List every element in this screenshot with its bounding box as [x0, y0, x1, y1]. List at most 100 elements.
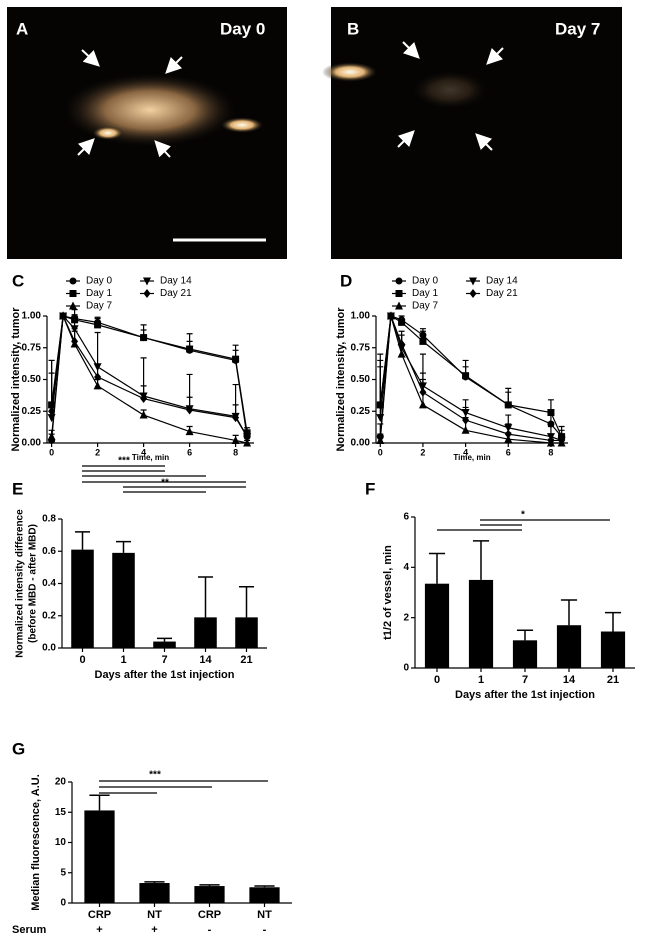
legend-label: Day 1 — [86, 288, 113, 299]
legend-label: Day 1 — [412, 288, 439, 299]
legend-marker — [69, 290, 77, 297]
x-tick-label: CRP — [198, 909, 221, 921]
error-bar — [472, 540, 490, 580]
legend-marker — [69, 301, 77, 310]
bar — [71, 549, 94, 648]
data-point — [186, 405, 194, 415]
x-tick-label: 21 — [607, 674, 619, 686]
legend-label: Day 21 — [160, 288, 192, 299]
legend-label: Day 14 — [160, 276, 192, 287]
panel-label: F — [365, 479, 375, 498]
series-line — [51, 313, 248, 437]
y-tick-label: 20 — [55, 777, 67, 788]
error-bar — [199, 884, 220, 887]
data-point — [186, 345, 194, 353]
y-tick-label: 0 — [403, 663, 409, 674]
series-line — [379, 315, 563, 437]
legend-label: Day 0 — [86, 276, 113, 287]
data-point — [376, 435, 385, 444]
x-tick-label: 14 — [563, 674, 576, 686]
data-point — [71, 336, 79, 346]
error-bar — [156, 637, 173, 642]
bar — [235, 617, 258, 648]
bar — [84, 810, 115, 903]
error-bar — [144, 881, 165, 884]
legend-marker — [69, 277, 77, 285]
x-tick-label: 7 — [522, 674, 528, 686]
y-axis-label: Median fluorescence, A.U. — [30, 774, 42, 911]
series-line — [379, 315, 562, 442]
data-point — [139, 410, 148, 419]
y-tick-label: 5 — [60, 867, 66, 878]
data-point — [48, 406, 56, 416]
significance-label: *** — [149, 770, 161, 781]
legend-label: Day 0 — [412, 276, 439, 287]
y-axis-label: Normalized intensity, tumor — [10, 307, 22, 452]
serum-sign: - — [208, 924, 212, 936]
panel-label: A — [16, 19, 28, 38]
legend-marker — [469, 289, 477, 298]
y-tick-label: 4 — [403, 562, 409, 573]
data-point — [94, 372, 102, 382]
y-tick-label: 0.75 — [351, 342, 371, 353]
y-tick-label: 0.6 — [42, 546, 56, 557]
legend-marker — [395, 277, 403, 285]
data-point — [462, 372, 470, 380]
image-caption: Day 0 — [220, 19, 265, 38]
x-tick-label: 21 — [240, 654, 252, 666]
y-axis-label: Normalized intensity, tumor — [335, 307, 347, 452]
error-bar — [74, 531, 91, 550]
series-line — [379, 315, 563, 438]
serum-sign: + — [96, 924, 102, 936]
image-caption: Day 7 — [555, 19, 600, 38]
bar — [139, 883, 170, 903]
bar — [600, 631, 626, 668]
series-line — [51, 315, 248, 441]
panel-label: D — [340, 271, 352, 290]
y-axis-label: t1/2 of vessel, min — [382, 545, 394, 640]
x-tick-label: 2 — [95, 447, 100, 457]
error-bar — [197, 576, 214, 618]
y-tick-label: 0.75 — [22, 342, 42, 353]
x-tick-label: 1 — [478, 674, 484, 686]
x-tick-label: 4 — [141, 447, 146, 457]
x-tick-label: 0 — [49, 447, 54, 457]
y-tick-label: 10 — [55, 837, 67, 848]
data-point — [504, 434, 513, 443]
error-bar — [115, 540, 132, 553]
x-tick-label: NT — [147, 909, 162, 921]
x-tick-label: 4 — [463, 447, 468, 457]
y-tick-label: 0.00 — [351, 438, 371, 449]
series-line — [51, 315, 248, 433]
bar — [512, 640, 538, 668]
legend-marker — [395, 301, 403, 310]
data-point — [398, 339, 406, 349]
data-point — [47, 414, 56, 423]
bar — [468, 579, 494, 668]
data-point — [376, 400, 384, 410]
error-bar — [604, 611, 622, 632]
x-axis-label: Time, min — [132, 453, 169, 462]
image-b: B Day 7 — [322, 7, 622, 259]
bar — [153, 641, 176, 648]
serum-sign: - — [263, 924, 267, 936]
data-point — [94, 321, 102, 329]
panel-label: E — [12, 479, 23, 498]
data-point — [140, 394, 148, 404]
y-tick-label: 0.50 — [22, 374, 42, 385]
series-line — [51, 315, 248, 444]
y-tick-label: 15 — [55, 807, 67, 818]
x-tick-label: 8 — [233, 447, 238, 457]
y-tick-label: 0.2 — [42, 610, 56, 621]
data-point — [547, 435, 555, 445]
data-point — [232, 413, 240, 423]
x-axis-label: Days after the 1st injection — [95, 669, 235, 681]
legend-label: Day 21 — [486, 288, 518, 299]
data-point — [558, 435, 566, 445]
data-point — [243, 438, 252, 447]
x-tick-label: 0 — [434, 674, 440, 686]
error-bar — [428, 552, 446, 584]
error-bar — [516, 629, 534, 641]
significance-label: *** — [118, 456, 130, 467]
